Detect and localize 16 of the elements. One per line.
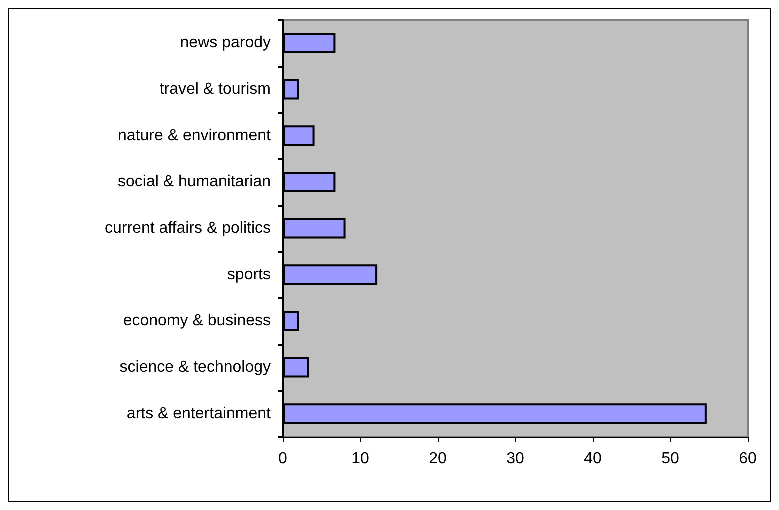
y-tick-label: current affairs & politics: [105, 220, 271, 237]
y-tick-label: economy & business: [123, 312, 271, 330]
x-tick-label: 10: [352, 450, 370, 468]
y-tick-label: news parody: [180, 34, 271, 52]
y-tick-label: social & humanitarian: [118, 174, 271, 191]
y-tick-label: nature & environment: [118, 127, 272, 144]
y-tick-label: travel & tourism: [160, 81, 271, 98]
y-tick-label: arts & entertainment: [126, 405, 272, 422]
x-tick-label: 60: [739, 450, 757, 468]
y-tick-label: science & technology: [120, 359, 271, 376]
y-tick-label: sports: [227, 266, 271, 284]
x-tick-label: 30: [506, 450, 524, 468]
x-tick-label: 0: [278, 450, 288, 468]
x-tick-label: 50: [662, 450, 680, 468]
x-tick-label: 20: [429, 450, 447, 468]
x-tick-label: 40: [584, 450, 602, 468]
